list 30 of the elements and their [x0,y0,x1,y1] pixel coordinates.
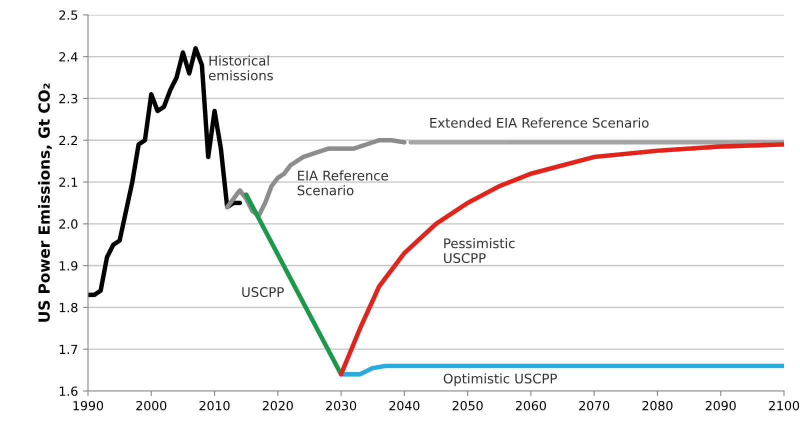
x-tick-label: 2010 [200,400,230,410]
annotation: Extended EIA Reference Scenario [430,118,649,128]
y-tick-label: 2.1 [59,178,78,187]
y-tick-label: 2.5 [59,10,78,20]
x-tick-label: 1990 [73,400,104,410]
y-tick-label: 1.7 [60,344,78,354]
x-tick-label: 2080 [642,400,673,410]
y-tick-label: 1.9 [60,261,78,271]
x-tick-label: 2050 [452,400,483,410]
y-tick-label: 2.3 [59,94,78,104]
y-axis-title: US Power Emissions, Gt CO₂ [38,84,52,322]
y-tick-label: 2.2 [59,136,78,145]
x-tick-label: 2000 [136,400,166,410]
x-tick-label: 2100 [769,400,800,410]
x-tick-label: 2070 [579,400,610,410]
annotation: Pessimistic USCPP [444,238,515,264]
y-tick-label: 2.4 [59,52,78,62]
x-tick-label: 2090 [706,400,736,410]
x-tick-label: 2030 [326,400,356,410]
y-tick-label: 1.8 [60,302,78,312]
annotation: Optimistic USCPP [444,373,557,386]
annotation: USCPP [242,287,284,298]
y-tick-label: 2.0 [59,219,78,229]
line-series [224,138,407,218]
y-tick-label: 1.6 [60,386,78,396]
annotation: EIA Reference Scenario [298,170,388,196]
x-tick-label: 2060 [516,400,546,410]
x-tick-label: 2040 [389,400,420,410]
x-tick-label: 2020 [262,400,293,410]
annotation: Historical emissions [208,55,273,80]
